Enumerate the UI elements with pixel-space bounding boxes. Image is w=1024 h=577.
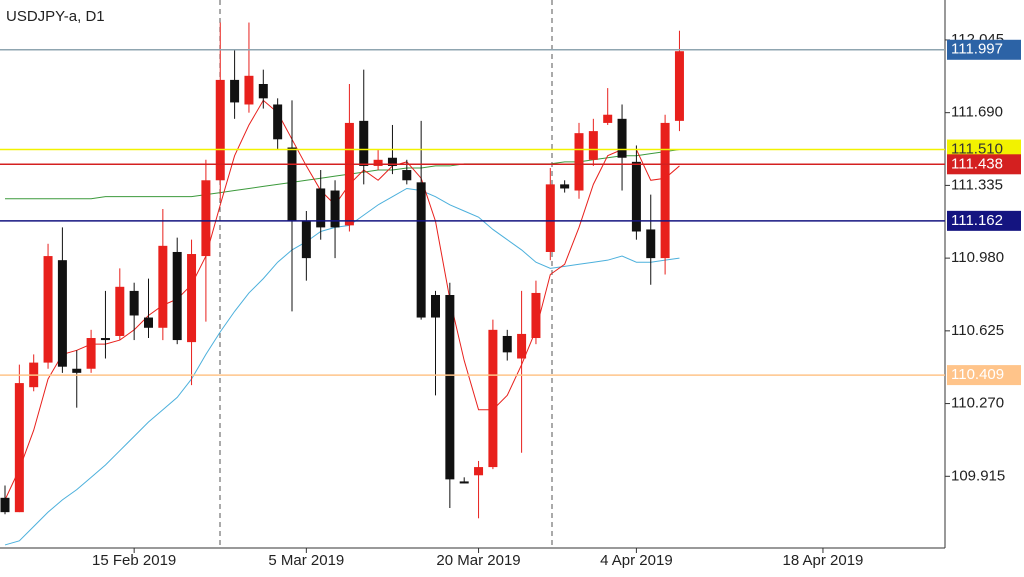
candle-body xyxy=(445,294,455,480)
candle-body xyxy=(172,251,182,341)
x-tick-label: 4 Apr 2019 xyxy=(600,552,673,569)
candle-body xyxy=(43,256,53,363)
level-label: 111.438 xyxy=(951,155,1003,172)
candle-body xyxy=(402,170,412,181)
y-tick-label: 110.270 xyxy=(951,395,1004,412)
candle-body xyxy=(100,338,110,341)
candle-body xyxy=(531,292,541,339)
level-label: 111.510 xyxy=(951,141,1003,158)
candle-body xyxy=(144,317,153,328)
candle-body xyxy=(431,294,440,318)
candle-body xyxy=(359,120,369,166)
chart-title: USDJPY-a, D1 xyxy=(6,8,105,25)
candle-body xyxy=(129,290,139,316)
candle-body xyxy=(660,122,670,259)
candle-body xyxy=(545,184,555,252)
candle-body xyxy=(115,286,125,336)
candle-body xyxy=(459,481,469,484)
y-tick-label: 111.690 xyxy=(951,104,1003,121)
candle-body xyxy=(287,147,297,222)
indicator-line xyxy=(4,187,680,546)
level-label-box xyxy=(947,154,1021,175)
level-label-box xyxy=(947,210,1021,231)
candle-body xyxy=(344,122,354,226)
candle-body xyxy=(474,467,484,476)
candle-body xyxy=(373,159,383,166)
candle-body xyxy=(387,157,397,166)
candle-body xyxy=(258,83,268,99)
candle-body xyxy=(560,184,570,189)
y-tick-label: 110.625 xyxy=(951,322,1004,339)
candle-body xyxy=(230,79,240,103)
candle-body xyxy=(72,368,82,373)
candle-body xyxy=(517,333,527,359)
candle-body xyxy=(86,338,96,369)
candle-body xyxy=(215,79,225,181)
level-label-box xyxy=(947,365,1021,386)
candle-body xyxy=(603,114,613,123)
candle-body xyxy=(588,131,598,160)
candle-body xyxy=(617,118,627,158)
candle-body xyxy=(488,329,498,468)
indicator-line xyxy=(5,149,680,200)
candle-body xyxy=(301,221,311,259)
candle-body xyxy=(416,182,426,318)
candle-body xyxy=(316,188,326,228)
candle-body xyxy=(57,260,67,367)
candle-body xyxy=(201,180,211,257)
candle-body xyxy=(574,133,584,191)
level-label: 111.162 xyxy=(951,212,1003,229)
candle-body xyxy=(646,229,656,259)
x-tick-label: 18 Apr 2019 xyxy=(782,552,863,569)
y-tick-label: 110.980 xyxy=(951,249,1004,266)
candle-body xyxy=(0,497,10,513)
candle-body xyxy=(244,75,254,105)
candle-body xyxy=(187,254,197,343)
candle-body xyxy=(273,104,283,140)
x-tick-label: 5 Mar 2019 xyxy=(268,552,344,569)
x-tick-label: 20 Mar 2019 xyxy=(436,552,520,569)
level-label: 111.997 xyxy=(951,41,1003,58)
candle-body xyxy=(674,51,684,121)
x-tick-label: 15 Feb 2019 xyxy=(92,552,176,569)
level-label: 110.409 xyxy=(951,366,1004,383)
candle-body xyxy=(631,161,641,232)
y-tick-label: 109.915 xyxy=(951,467,1005,484)
indicator-line xyxy=(4,99,680,501)
candle-body xyxy=(502,335,512,353)
candle-body xyxy=(14,383,24,513)
candle-body xyxy=(330,190,340,228)
level-label-box xyxy=(947,39,1021,60)
y-tick-label: 111.335 xyxy=(951,176,1003,193)
candle-body xyxy=(158,245,168,328)
